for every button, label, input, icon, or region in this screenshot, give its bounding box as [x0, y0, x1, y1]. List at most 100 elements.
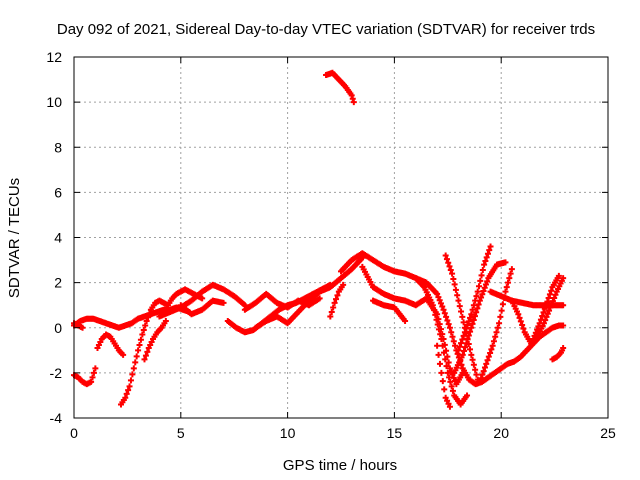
data-point	[348, 92, 355, 99]
y-axis-label: SDTVAR / TECUs	[6, 178, 23, 298]
data-point	[459, 369, 466, 376]
data-point	[431, 307, 438, 314]
data-point	[463, 325, 470, 332]
data-point	[136, 342, 143, 349]
series-arc-18	[434, 342, 453, 410]
chart-title: Day 092 of 2021, Sidereal Day-to-day VTE…	[57, 21, 595, 38]
data-point	[543, 302, 550, 309]
data-point	[492, 333, 499, 340]
series-arc-4	[94, 331, 127, 358]
data-point	[487, 243, 494, 250]
data-point	[482, 257, 489, 264]
data-point	[444, 317, 451, 324]
data-point	[437, 331, 444, 338]
data-point	[537, 316, 544, 323]
series-arc-21	[455, 243, 494, 354]
data-point	[144, 348, 151, 355]
data-point	[486, 247, 493, 254]
data-point	[476, 378, 483, 385]
series-arc-14	[338, 250, 567, 388]
data-point	[479, 371, 486, 378]
data-point	[555, 272, 562, 279]
data-point	[469, 356, 476, 363]
data-point	[458, 340, 465, 347]
y-tick-label: 0	[54, 320, 62, 336]
data-point	[516, 314, 523, 321]
data-point	[544, 310, 551, 317]
data-point	[473, 293, 480, 300]
data-point	[535, 323, 542, 330]
data-point	[459, 313, 466, 320]
series-arc-25	[549, 345, 567, 363]
data-point	[456, 343, 463, 350]
data-point	[460, 319, 467, 326]
data-point	[546, 291, 553, 298]
data-point	[446, 324, 453, 331]
data-point	[436, 360, 443, 367]
data-point	[459, 336, 466, 343]
data-point	[94, 345, 101, 352]
data-point	[92, 365, 99, 372]
data-point	[327, 313, 334, 320]
data-point	[126, 383, 133, 390]
data-point	[462, 344, 469, 351]
data-point	[520, 325, 527, 332]
data-point	[125, 387, 132, 394]
data-point	[147, 342, 154, 349]
data-point	[560, 345, 567, 352]
data-point	[451, 281, 458, 288]
data-point	[541, 305, 548, 312]
data-point	[437, 300, 444, 307]
data-point	[480, 368, 487, 375]
data-point	[505, 279, 512, 286]
data-point	[438, 336, 445, 343]
data-point	[481, 261, 488, 268]
data-point	[90, 369, 97, 376]
series-arc-5	[117, 286, 206, 408]
data-point	[145, 314, 152, 321]
data-point	[133, 353, 140, 360]
data-point	[507, 270, 514, 277]
data-point	[467, 314, 474, 321]
data-point	[350, 99, 357, 106]
data-point	[139, 331, 146, 338]
data-point	[502, 288, 509, 295]
data-point	[489, 342, 496, 349]
data-point	[444, 369, 451, 376]
data-point	[548, 287, 555, 294]
data-point	[455, 297, 462, 304]
data-point	[122, 394, 129, 401]
data-point	[443, 363, 450, 370]
data-point	[470, 361, 477, 368]
series-arc-1	[71, 365, 99, 388]
data-point	[539, 313, 546, 320]
x-tick-label: 10	[280, 425, 296, 441]
data-point	[471, 313, 478, 320]
data-point	[220, 299, 227, 306]
data-point	[506, 275, 513, 282]
data-point	[137, 336, 144, 343]
data-point	[443, 256, 450, 263]
series-arc-16	[370, 297, 409, 324]
data-point	[498, 307, 505, 314]
data-point	[442, 394, 449, 401]
series-arc-12	[323, 69, 357, 106]
data-point	[497, 313, 504, 320]
data-point	[484, 250, 491, 257]
data-point	[479, 266, 486, 273]
data-point	[454, 292, 461, 299]
data-point	[459, 351, 466, 358]
x-tick-label: 5	[177, 425, 185, 441]
data-point	[440, 349, 447, 356]
y-tick-label: 4	[54, 230, 62, 246]
data-point	[340, 281, 347, 288]
data-point	[434, 290, 441, 297]
data-point	[141, 356, 148, 363]
series-arc-11	[252, 254, 366, 331]
series-arc-20	[451, 259, 509, 376]
y-axis: -4 -2 0 2 4 6 8 10 12	[46, 49, 608, 426]
data-point	[468, 324, 475, 331]
data-point	[467, 346, 474, 353]
data-point	[445, 321, 452, 328]
data-point	[89, 374, 96, 381]
